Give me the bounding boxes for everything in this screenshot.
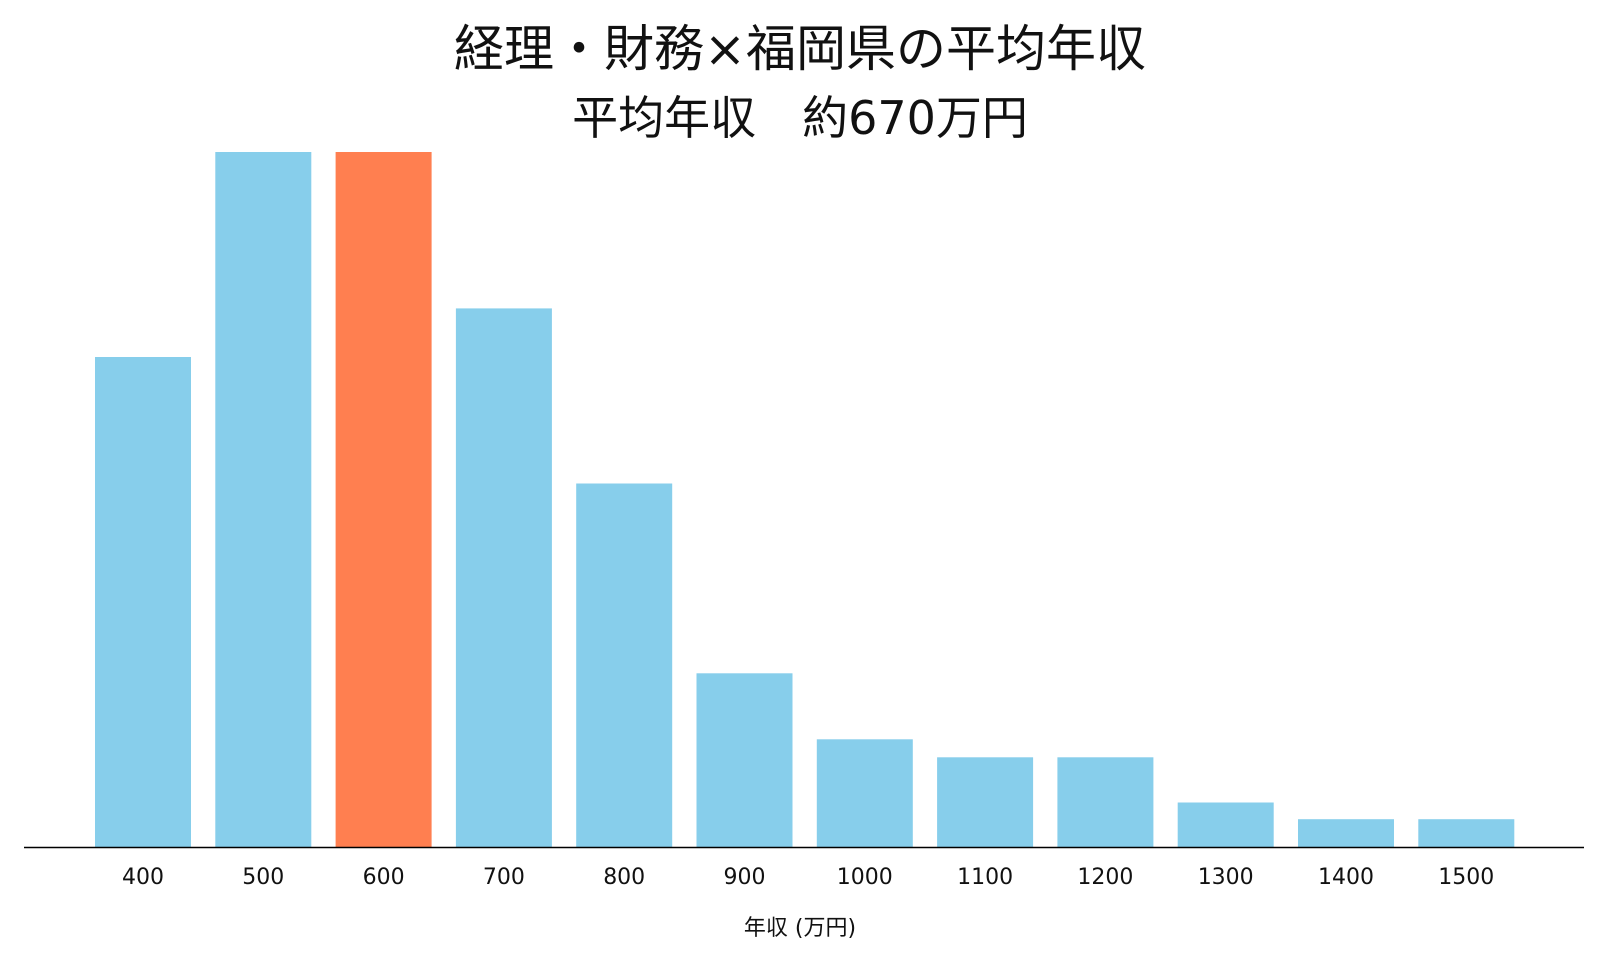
x-tick-label-1500: 1500 [1438, 865, 1494, 890]
chart-subtitle: 平均年収 約670万円 [572, 91, 1028, 145]
x-tick-label-1200: 1200 [1077, 865, 1133, 890]
x-tick-label-1000: 1000 [837, 865, 893, 890]
x-tick-label-400: 400 [122, 865, 164, 890]
bar-1000 [816, 739, 913, 847]
bar-900 [696, 673, 793, 848]
x-tick-labels: 400 500 600 700 800 900 1000 1100 1200 1300 1400 15… [122, 865, 1494, 890]
bar-1500 [1418, 819, 1515, 847]
x-tick-label-600: 600 [363, 865, 405, 890]
x-tick-label-900: 900 [724, 865, 766, 890]
x-tick-label-1400: 1400 [1318, 865, 1374, 890]
x-tick-label-1300: 1300 [1198, 865, 1254, 890]
bar-500 [215, 152, 312, 847]
chart-title: 経理・財務×福岡県の平均年収 [454, 20, 1146, 78]
bars-group [95, 152, 1515, 848]
x-tick-label-800: 800 [603, 865, 645, 890]
bar-1100 [937, 757, 1034, 847]
bar-600 [335, 152, 432, 847]
x-tick-label-500: 500 [242, 865, 284, 890]
bar-700 [455, 308, 552, 847]
bar-1400 [1298, 819, 1394, 847]
bar-1200 [1057, 757, 1154, 847]
x-tick-label-1100: 1100 [957, 865, 1013, 890]
bar-800 [576, 483, 673, 847]
bar-1300 [1177, 802, 1274, 847]
bar-400 [95, 357, 191, 847]
x-axis-title: 年収 (万円) [744, 916, 856, 941]
x-tick-label-700: 700 [483, 865, 525, 890]
